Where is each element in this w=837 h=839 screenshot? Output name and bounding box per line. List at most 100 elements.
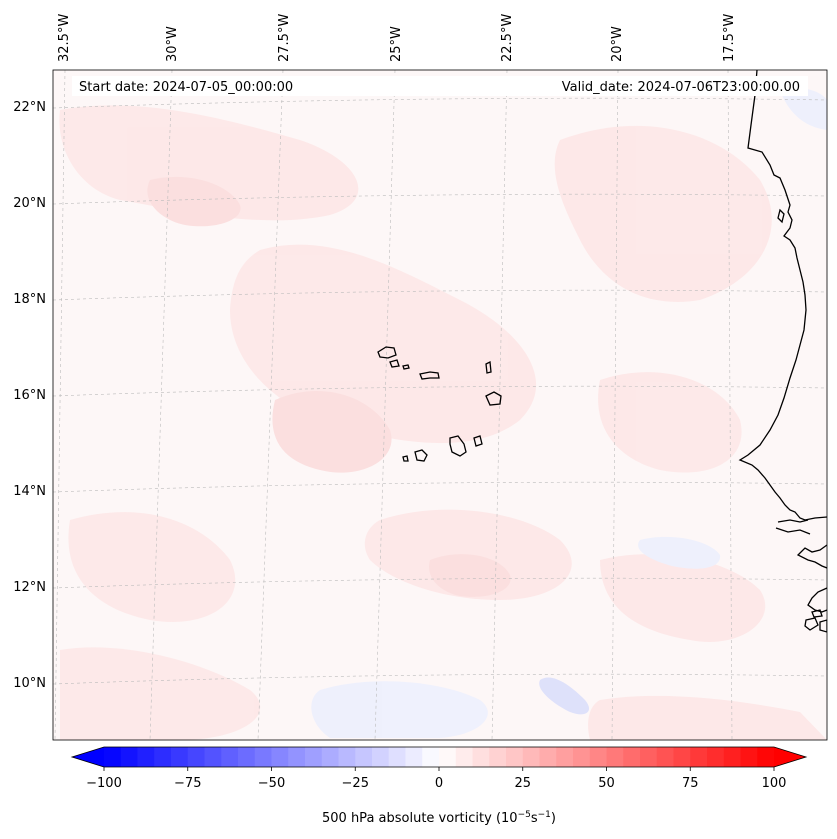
colorbar-cell	[305, 747, 323, 767]
colorbar-cell	[405, 747, 423, 767]
colorbar-cell	[573, 747, 591, 767]
map-panel	[53, 70, 827, 740]
longitude-labels: 32.5°W 30°W 27.5°W 25°W 22.5°W 20°W 17.5…	[57, 14, 737, 62]
lon-label: 25°W	[389, 26, 404, 62]
colorbar-cell	[355, 747, 373, 767]
cape-verde-islands	[377, 346, 502, 462]
colorbar-cell	[656, 747, 674, 767]
lon-label: 20°W	[610, 26, 625, 62]
africa-coastline	[738, 70, 827, 521]
africa-coastline-guinea	[807, 587, 827, 613]
colorbar-cell	[757, 747, 775, 767]
vorticity-blob-negative	[539, 677, 590, 715]
colorbar-cell	[606, 747, 624, 767]
colorbar-cell	[539, 747, 557, 767]
colorbar-cell	[690, 747, 708, 767]
colorbar-cell	[221, 747, 239, 767]
colorbar-cell	[204, 747, 222, 767]
lat-label: 14°N	[13, 484, 46, 499]
colorbar-cell	[288, 747, 306, 767]
colorbar-cell	[740, 747, 758, 767]
colorbar-tick-labels: −100 −75 −50 −25 0 25 50 75 100	[86, 776, 786, 791]
colorbar-label-exp: −1	[538, 810, 551, 820]
colorbar-cells	[104, 747, 775, 767]
meridian-20w	[611, 70, 619, 740]
colorbar-label: 500 hPa absolute vorticity (10−5s−1)	[322, 810, 556, 826]
meridian-25w	[374, 70, 396, 740]
colorbar-cell	[422, 747, 440, 767]
vorticity-blob	[147, 176, 241, 227]
colorbar-cell	[104, 747, 122, 767]
parallel-10n	[53, 673, 827, 685]
valid-date-text: Valid_date: 2024-07-06T23:00:00.00	[562, 80, 800, 95]
lat-label: 16°N	[13, 388, 46, 403]
parallel-16n	[53, 385, 827, 397]
lat-label: 20°N	[13, 196, 46, 211]
colorbar-cell	[472, 747, 490, 767]
meridian-32-5w	[54, 70, 66, 740]
latitude-labels: 22°N 20°N 18°N 16°N 14°N 12°N 10°N	[13, 100, 46, 691]
colorbar-cell	[254, 747, 272, 767]
island-santo-antao	[377, 346, 397, 359]
lon-label: 32.5°W	[57, 14, 72, 62]
colorbar-label-unit: s	[531, 811, 538, 826]
colorbar-cell	[321, 747, 339, 767]
colorbar-tick-label: −25	[342, 776, 369, 791]
graticule	[53, 70, 827, 740]
vorticity-blob	[600, 554, 766, 642]
colorbar-cell	[137, 747, 155, 767]
colorbar-tick-label: 100	[762, 776, 787, 791]
island-maio	[473, 435, 483, 447]
colorbar-tick-label: 50	[598, 776, 615, 791]
colorbar-label-exp: −5	[518, 810, 531, 820]
colorbar-tick-label: −50	[258, 776, 285, 791]
parallel-22n	[53, 97, 827, 109]
start-date-text: Start date: 2024-07-05_00:00:00	[79, 80, 293, 95]
colorbar-cell	[673, 747, 691, 767]
colorbar-cell	[489, 747, 507, 767]
parallel-12n	[53, 577, 827, 589]
cape-verde-peninsula	[777, 208, 785, 224]
vorticity-blob	[272, 391, 392, 473]
vorticity-blob	[554, 125, 772, 302]
colorbar-cell	[640, 747, 658, 767]
lon-label: 30°W	[165, 26, 180, 62]
colorbar-label-close: )	[551, 811, 556, 826]
island-sao-vicente	[389, 359, 400, 368]
colorbar-cell	[154, 747, 172, 767]
colorbar-cell	[623, 747, 641, 767]
colorbar-cell	[556, 747, 574, 767]
map-frame	[52, 69, 828, 741]
lon-label: 17.5°W	[722, 14, 737, 62]
colorbar-cell	[338, 747, 356, 767]
lat-label: 18°N	[13, 292, 46, 307]
vorticity-blob	[59, 105, 359, 221]
vorticity-blob-negative	[311, 681, 488, 738]
colorbar-tick-label: 0	[435, 776, 443, 791]
header-bar	[72, 76, 808, 96]
colorbar-ticks	[103, 767, 775, 771]
meridian-22-5w	[491, 70, 508, 740]
colorbar-tick-label: −100	[86, 776, 122, 791]
island-fogo	[414, 449, 428, 462]
vorticity-blob	[429, 554, 511, 597]
vorticity-blob-negative	[638, 536, 721, 569]
coastline	[738, 70, 827, 633]
parallel-20n	[53, 193, 827, 205]
colorbar-tick-label: 75	[682, 776, 699, 791]
colorbar-cell	[271, 747, 289, 767]
island-sal	[485, 360, 492, 374]
lat-label: 10°N	[13, 676, 46, 691]
colorbar-cell	[707, 747, 725, 767]
colorbar-cell	[372, 747, 390, 767]
colorbar: −100 −75 −50 −25 0 25 50 75 100 500 hPa …	[70, 746, 808, 826]
gambia-river	[777, 519, 809, 523]
bissagos-island	[811, 609, 823, 618]
lon-label: 22.5°W	[500, 14, 515, 62]
colorbar-cell	[238, 747, 256, 767]
island-boa-vista	[485, 391, 502, 406]
vorticity-blob	[68, 512, 236, 622]
colorbar-extend-min	[72, 747, 104, 767]
casamance-estuary	[775, 527, 811, 535]
